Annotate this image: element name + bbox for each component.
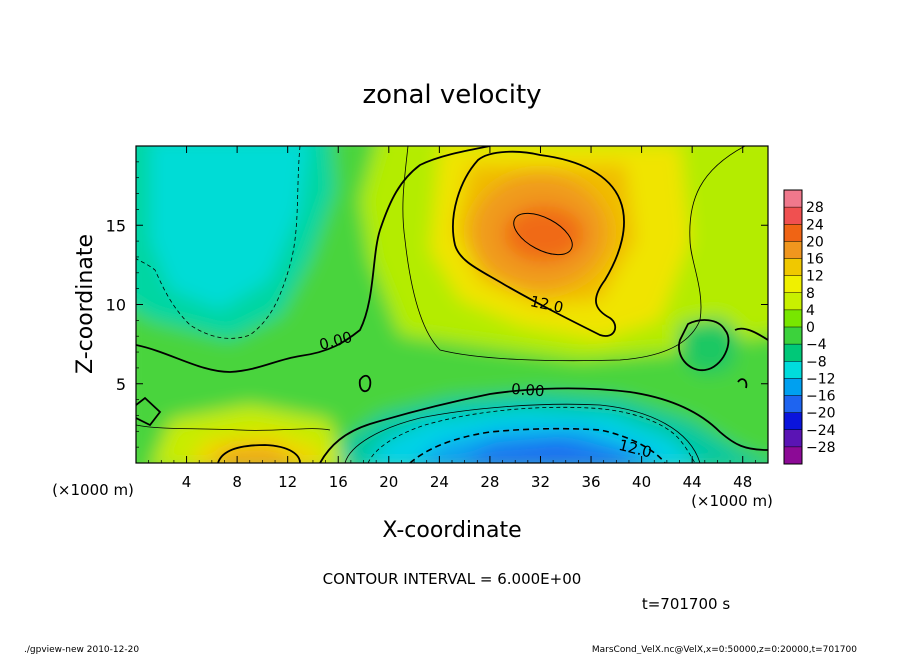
x-axis-label: X-coordinate: [382, 518, 521, 543]
x-tick-label: 48: [733, 473, 752, 491]
colorbar-swatch: [784, 378, 802, 396]
y-tick-label: 5: [116, 375, 126, 394]
colorbar-swatch: [784, 446, 802, 465]
contour-lines: [136, 146, 768, 463]
colorbar-swatch: [784, 327, 802, 345]
x-tick-label: 4: [182, 473, 192, 491]
colorbar-swatch: [784, 207, 802, 225]
colorbar-label: −4: [806, 337, 827, 353]
colorbar-label: 20: [806, 234, 824, 250]
footer-left: ./gpview-new 2010-12-20: [24, 645, 139, 654]
time-text: t=701700 s: [642, 595, 730, 613]
x-tick-label: 20: [379, 473, 398, 491]
y-axis: 5 10 15: [106, 161, 768, 448]
chart-title: zonal velocity: [362, 80, 541, 110]
colorbar-label: 0: [806, 320, 815, 336]
colorbar-swatch: [784, 361, 802, 379]
y-tick-label: 10: [106, 296, 126, 315]
colorbar-swatch: [784, 241, 802, 259]
x-tick-label: 28: [480, 473, 499, 491]
x-tick-label: 36: [581, 473, 600, 491]
y-tick-label: 15: [106, 216, 126, 235]
x-unit-right: (×1000 m): [691, 492, 773, 510]
x-tick-label: 16: [329, 473, 348, 491]
x-tick-label: 12: [278, 473, 297, 491]
x-tick-label: 44: [683, 473, 702, 491]
colorbar-swatch: [784, 412, 802, 431]
colorbar-label: 12: [806, 269, 824, 285]
contour-interval-text: CONTOUR INTERVAL = 6.000E+00: [323, 570, 582, 588]
velocity-field: [136, 146, 768, 463]
colorbar-swatch: [784, 292, 802, 311]
colorbar-label: −8: [806, 354, 827, 370]
colorbar-label: 24: [806, 217, 824, 233]
colorbar-swatch: [784, 190, 802, 208]
colorbar-label: −24: [806, 423, 836, 439]
colorbar-label: 28: [806, 200, 824, 216]
x-axis: 4 8 12 16 20 24 28 32 36 40 44 48: [148, 146, 756, 491]
footer-right: MarsCond_VelX.nc@VelX,x=0:50000,z=0:2000…: [592, 645, 857, 654]
colorbar-label: 8: [806, 286, 815, 302]
y-axis-label: Z-coordinate: [73, 234, 98, 374]
colorbar-label: −28: [806, 440, 836, 456]
colorbar-swatch: [784, 429, 802, 448]
colorbar-swatch: [784, 275, 802, 294]
contour-label-text: 0.00: [511, 380, 546, 400]
colorbar-label: 16: [806, 252, 824, 268]
x-tick-label: 8: [232, 473, 242, 491]
colorbar-label: −20: [806, 406, 836, 422]
x-tick-label: 40: [632, 473, 651, 491]
colorbar-swatch: [784, 309, 802, 328]
colorbar: [783, 189, 803, 465]
colorbar-swatch: [784, 395, 802, 413]
contour-label: 0.00: [511, 380, 546, 400]
colorbar-swatch: [784, 258, 802, 276]
x-unit-left: (×1000 m): [52, 481, 134, 499]
colorbar-label: −16: [806, 389, 836, 405]
colorbar-label: 4: [806, 303, 815, 319]
x-tick-label: 24: [430, 473, 449, 491]
colorbar-label: −12: [806, 371, 836, 387]
x-tick-label: 32: [531, 473, 550, 491]
colorbar-swatch: [784, 224, 802, 242]
colorbar-swatch: [784, 344, 802, 362]
